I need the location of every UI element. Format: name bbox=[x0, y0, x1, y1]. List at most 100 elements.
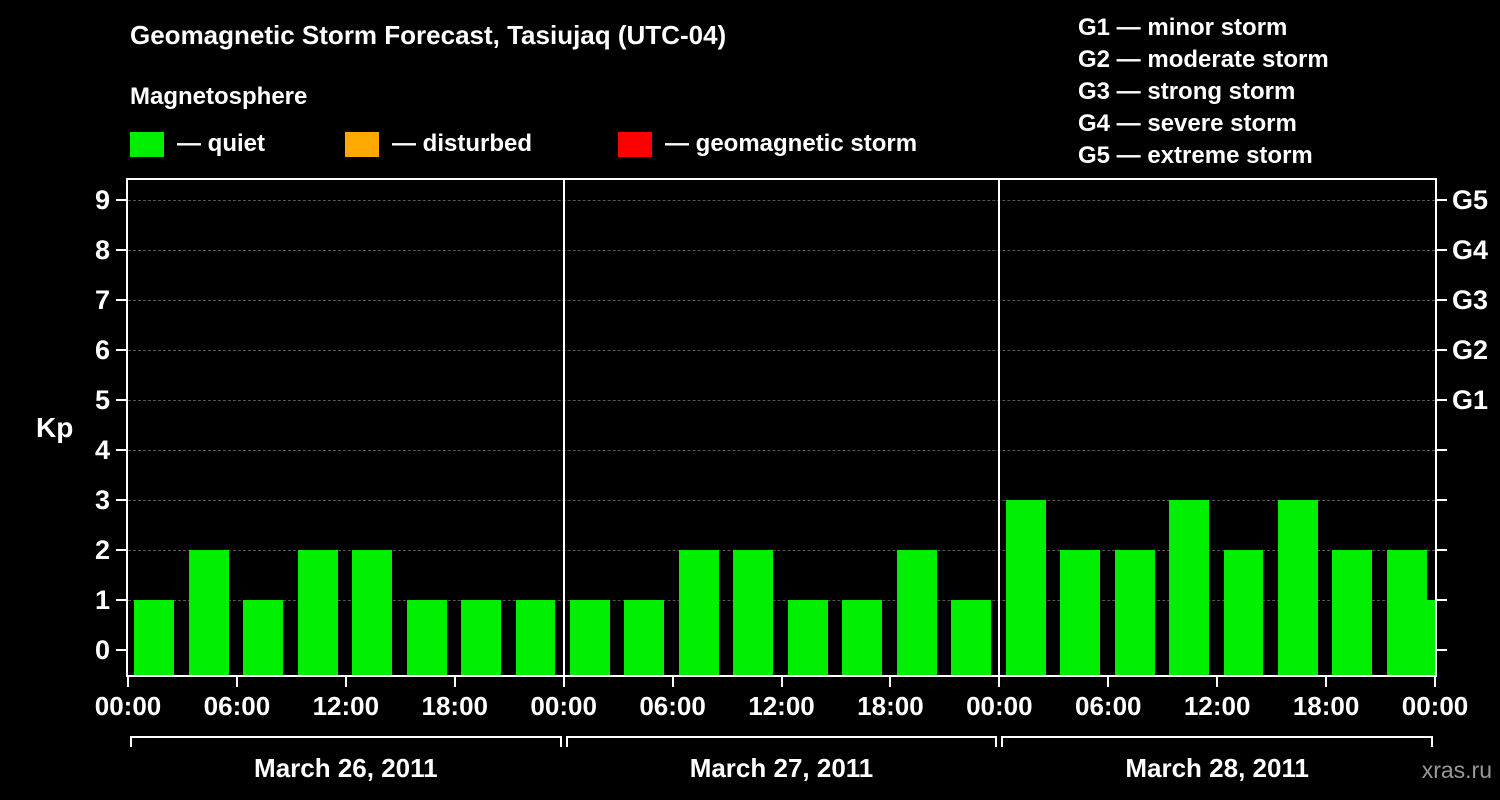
storm-color-swatch-icon bbox=[618, 131, 652, 157]
quiet-color-swatch-icon bbox=[130, 131, 164, 157]
x-axis-tick bbox=[1325, 677, 1328, 687]
gridline bbox=[128, 500, 1435, 501]
y-tick-label: 5 bbox=[94, 385, 110, 415]
chart-title: Geomagnetic Storm Forecast, Tasiujaq (UT… bbox=[130, 20, 727, 50]
x-axis-tick bbox=[235, 677, 238, 687]
x-axis-tick bbox=[344, 677, 347, 687]
y-axis-tick bbox=[116, 499, 126, 501]
x-tick-label: 00:00 bbox=[94, 691, 162, 721]
x-tick-label: 06:00 bbox=[203, 691, 271, 721]
x-tick-label: 00:00 bbox=[530, 691, 597, 721]
y-tick-label: 2 bbox=[94, 535, 110, 565]
date-label: March 26, 2011 bbox=[254, 753, 438, 783]
watermark: xras.ru bbox=[1421, 757, 1492, 783]
kp-bar bbox=[297, 550, 338, 675]
g-scale-label: G3 bbox=[1452, 285, 1489, 315]
x-tick-label: 00:00 bbox=[966, 691, 1033, 721]
kp-bar bbox=[1277, 500, 1318, 675]
right-axis-tick bbox=[1437, 249, 1447, 251]
kp-bar bbox=[733, 550, 774, 675]
x-tick-label: 12:00 bbox=[1183, 691, 1251, 721]
kp-bar bbox=[352, 550, 393, 675]
kp-bar bbox=[896, 550, 937, 675]
y-axis-tick bbox=[116, 349, 126, 351]
kp-bar bbox=[1427, 600, 1435, 675]
y-axis-label: Kp bbox=[36, 412, 74, 443]
x-axis-tick bbox=[1434, 677, 1436, 687]
x-axis-tick bbox=[453, 677, 456, 687]
g-scale-label: G1 bbox=[1452, 385, 1489, 415]
y-axis-tick bbox=[116, 549, 126, 551]
date-bracket bbox=[565, 736, 998, 747]
x-axis-tick bbox=[562, 677, 565, 687]
date-bracket bbox=[130, 736, 562, 747]
x-tick-label: 12:00 bbox=[748, 691, 815, 721]
kp-bar bbox=[406, 600, 447, 675]
kp-bar bbox=[570, 600, 610, 675]
kp-bar bbox=[515, 600, 556, 675]
right-axis-tick bbox=[1437, 649, 1447, 651]
x-axis-tick bbox=[671, 677, 674, 687]
x-tick-label: 18:00 bbox=[421, 691, 489, 721]
y-tick-label: 1 bbox=[94, 585, 110, 615]
storm-scale-g3: G3 — strong storm bbox=[1078, 78, 1296, 105]
gridline bbox=[128, 250, 1435, 251]
kp-bar bbox=[951, 600, 992, 675]
kp-bar bbox=[188, 550, 229, 675]
day-separator bbox=[562, 180, 565, 675]
y-tick-label: 9 bbox=[94, 185, 110, 215]
y-axis-tick bbox=[116, 449, 126, 451]
gridline bbox=[128, 350, 1435, 351]
kp-bar bbox=[243, 600, 284, 675]
x-tick-label: 18:00 bbox=[857, 691, 924, 721]
date-label: March 27, 2011 bbox=[689, 753, 874, 783]
x-tick-label: 18:00 bbox=[1292, 691, 1360, 721]
day-separator bbox=[998, 180, 1001, 675]
x-tick-label: 00:00 bbox=[1401, 691, 1469, 721]
kp-bar bbox=[1386, 550, 1427, 675]
x-axis-tick bbox=[780, 677, 783, 687]
x-axis-tick bbox=[127, 677, 129, 687]
y-axis-tick bbox=[116, 249, 126, 251]
kp-bar bbox=[1223, 550, 1264, 675]
legend-label-storm: — geomagnetic storm bbox=[665, 130, 918, 157]
kp-bar bbox=[678, 550, 719, 675]
right-axis-tick bbox=[1437, 199, 1447, 201]
legend-label-disturbed: — disturbed bbox=[392, 130, 533, 157]
y-axis-tick bbox=[116, 299, 126, 301]
g-scale-label: G5 bbox=[1452, 185, 1489, 215]
kp-bar bbox=[842, 600, 883, 675]
y-axis-tick bbox=[116, 599, 126, 601]
kp-bar bbox=[134, 600, 175, 675]
y-tick-label: 3 bbox=[94, 485, 110, 515]
kp-bar bbox=[1169, 500, 1209, 675]
gridline bbox=[128, 450, 1435, 451]
g-scale-label: G2 bbox=[1452, 335, 1489, 365]
gridline bbox=[128, 550, 1435, 551]
kp-bar bbox=[1060, 550, 1101, 675]
legend-item-storm: — geomagnetic storm bbox=[618, 130, 917, 158]
date-label: March 28, 2011 bbox=[1125, 753, 1309, 783]
gridline bbox=[128, 400, 1435, 401]
x-tick-label: 12:00 bbox=[312, 691, 380, 721]
gridline bbox=[128, 300, 1435, 301]
right-axis-tick bbox=[1437, 349, 1447, 351]
kp-bar bbox=[787, 600, 828, 675]
plot-area bbox=[126, 178, 1437, 677]
gridline bbox=[128, 200, 1435, 201]
legend-item-quiet: — quiet bbox=[130, 130, 265, 158]
disturbed-color-swatch-icon bbox=[345, 131, 379, 157]
date-bracket bbox=[1001, 736, 1433, 747]
y-tick-label: 0 bbox=[94, 635, 110, 665]
gridline bbox=[128, 600, 1435, 601]
x-tick-label: 06:00 bbox=[639, 691, 706, 721]
right-axis-tick bbox=[1437, 499, 1447, 501]
right-axis-tick bbox=[1437, 549, 1447, 551]
y-axis-tick bbox=[116, 649, 126, 651]
y-axis-tick bbox=[116, 399, 126, 401]
x-axis-tick bbox=[889, 677, 892, 687]
storm-scale-g2: G2 — moderate storm bbox=[1078, 46, 1329, 73]
x-tick-label: 06:00 bbox=[1075, 691, 1142, 721]
y-tick-label: 4 bbox=[94, 435, 110, 465]
